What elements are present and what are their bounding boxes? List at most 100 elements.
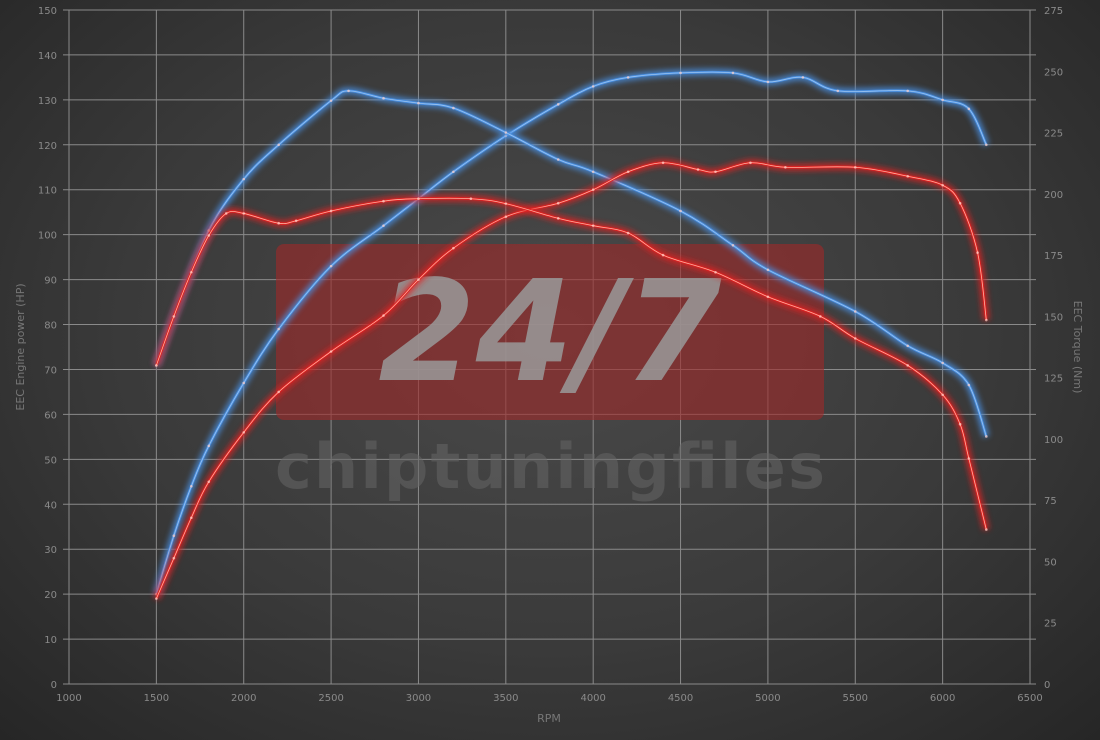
y2-tick-label: 0 [1044,680,1050,691]
watermark-brand-text: chiptuningfiles [275,430,825,503]
data-point [836,89,840,93]
y-tick-label: 60 [44,410,57,421]
data-point [556,201,560,205]
data-point [155,597,158,600]
data-point [714,270,717,274]
x-tick-label: 6500 [1017,693,1042,704]
y-tick-label: 20 [44,590,57,601]
data-point [556,103,560,106]
y2-tick-label: 225 [1044,129,1063,140]
data-point [591,170,595,174]
data-point [906,174,909,178]
y-tick-label: 10 [44,635,57,646]
data-point [242,431,246,434]
series-tuned-torque [153,194,990,531]
data-point [766,268,770,272]
data-point [626,231,630,235]
data-point [906,364,909,367]
y2-tick-label: 275 [1044,6,1063,17]
data-point [766,80,770,84]
data-point [801,76,805,79]
data-point [958,201,962,205]
data-point [696,168,700,171]
x-tick-label: 3000 [406,693,431,704]
data-point [190,270,193,274]
x-tick-label: 5000 [755,693,780,704]
data-point [766,295,770,299]
data-point [906,344,909,348]
data-point [242,212,246,215]
x-tick-label: 4500 [668,693,693,704]
data-point [155,364,158,367]
data-point [967,457,971,460]
data-point [242,177,246,181]
data-point [469,197,473,201]
series-tuned-power [153,159,990,601]
data-point [417,278,420,281]
data-point [190,484,193,488]
data-point [714,170,717,174]
y-tick-label: 120 [38,141,57,152]
y-tick-label: 90 [44,276,57,287]
y-tick-label: 50 [44,455,57,466]
data-point [967,383,971,387]
data-point [941,393,944,397]
data-point [417,101,420,105]
x-tick-label: 5500 [843,693,868,704]
data-point [452,170,455,174]
data-point [976,251,979,254]
data-point [277,143,280,147]
data-point [853,337,857,340]
data-point [329,99,333,102]
data-point [382,224,385,227]
data-point [452,246,455,250]
y2-axis-label: EEC Torque (Nm) [1071,301,1084,394]
data-point [591,188,595,192]
data-point [329,264,333,268]
data-point [958,422,962,426]
y2-tick-label: 75 [1044,496,1057,507]
data-point [207,480,211,484]
y2-tick-label: 250 [1044,67,1063,78]
data-point [941,361,944,365]
y-tick-label: 80 [44,321,57,332]
data-point [985,528,988,531]
watermark-badge-text: 24/7 [378,251,722,414]
y2-tick-label: 25 [1044,619,1057,630]
x-axis-label: RPM [537,712,561,725]
y2-tick-label: 50 [1044,557,1057,568]
y2-tick-label: 150 [1044,312,1063,323]
data-point [417,197,420,201]
data-point [749,161,752,165]
data-point [190,516,193,520]
y2-tick-label: 175 [1044,251,1063,262]
series-stock-torque [153,87,990,438]
data-point [967,107,971,111]
x-tick-label: 4000 [580,693,605,704]
data-point [679,209,682,213]
y2-tick-label: 100 [1044,435,1063,446]
data-point [172,315,176,318]
data-point [906,89,909,93]
data-point [679,71,682,75]
data-point [382,199,385,203]
x-tick-label: 1500 [144,693,169,704]
y-tick-label: 150 [38,6,57,17]
data-point [853,165,857,169]
data-point [985,435,988,438]
series-stock-power [153,68,990,596]
data-point [661,161,665,165]
data-point [277,221,280,225]
data-point [329,350,333,353]
data-point [853,310,857,313]
data-point [985,318,988,322]
data-point [294,219,298,223]
data-point [985,143,988,147]
data-point [242,381,246,385]
data-point [819,315,822,318]
x-tick-label: 1000 [56,693,81,704]
data-point [382,314,385,317]
data-point [556,158,560,161]
data-point [504,131,508,134]
